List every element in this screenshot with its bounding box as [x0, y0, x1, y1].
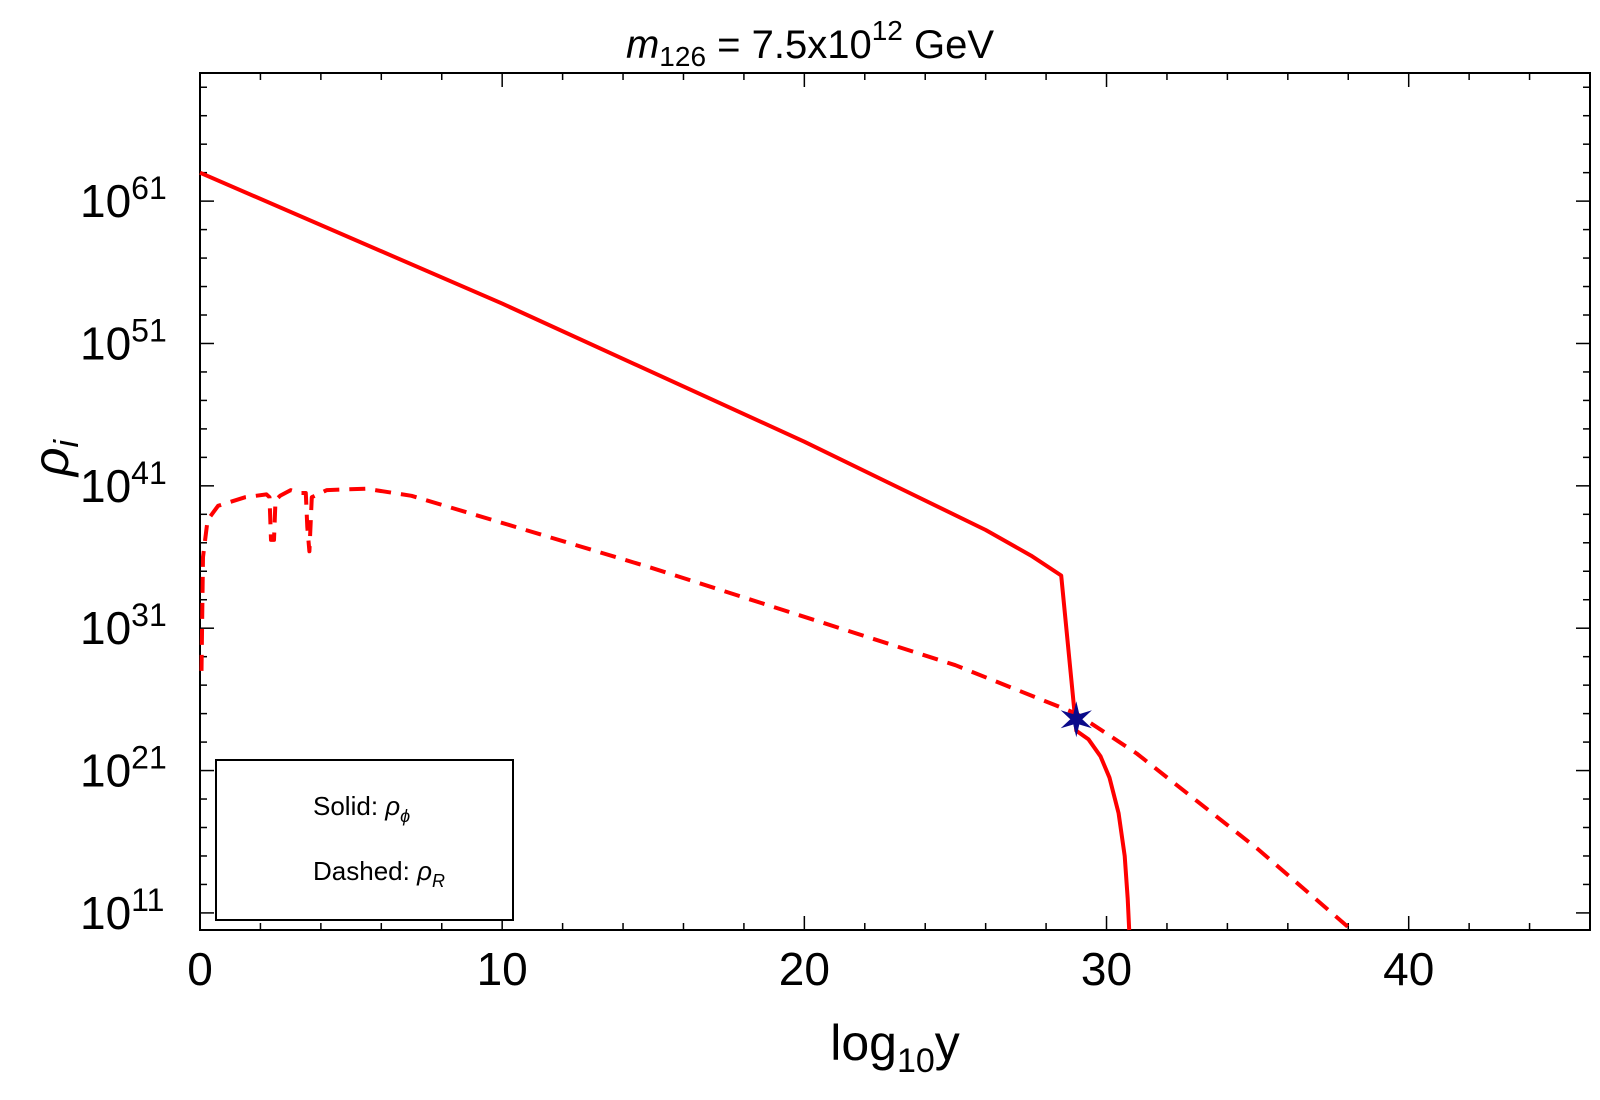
plot-frame — [199, 72, 1591, 931]
y-tick-label: 1021 — [80, 740, 167, 797]
y-tick-label: 1061 — [80, 170, 167, 227]
y-axis-title: ρi — [23, 438, 86, 478]
star-marker — [1060, 701, 1092, 738]
series-line-rho-R — [199, 486, 1350, 929]
chart-title: m126 = 7.5x1012 GeV — [626, 15, 994, 72]
y-tick-label: 1011 — [80, 882, 164, 939]
legend: Solid: ρϕ Dashed: ρR — [215, 759, 514, 921]
legend-entry-dashed: Dashed: ρR — [313, 856, 445, 891]
legend-entry-solid: Solid: ρϕ — [313, 791, 410, 826]
x-tick-label: 30 — [1081, 943, 1132, 995]
y-tick-label: 1051 — [80, 312, 167, 369]
x-tick-label: 20 — [779, 943, 830, 995]
series-group — [199, 170, 1350, 931]
series-line-rho-phi — [199, 170, 1132, 931]
x-axis-tick-labels: 0 10 20 30 40 — [187, 943, 1434, 995]
y-axis-tick-labels: 1011 1021 1031 1041 1051 1061 — [80, 170, 167, 939]
marker-group — [1060, 701, 1092, 738]
x-tick-label: 0 — [187, 943, 213, 995]
y-axis-ticks — [200, 86, 1590, 914]
x-axis-ticks — [199, 73, 1591, 930]
x-tick-label: 10 — [477, 943, 528, 995]
y-tick-label: 1031 — [80, 597, 167, 654]
x-axis-title: log10y — [830, 1015, 960, 1080]
y-tick-label: 1041 — [80, 455, 167, 512]
legend-box — [215, 759, 514, 921]
x-tick-label: 40 — [1383, 943, 1434, 995]
